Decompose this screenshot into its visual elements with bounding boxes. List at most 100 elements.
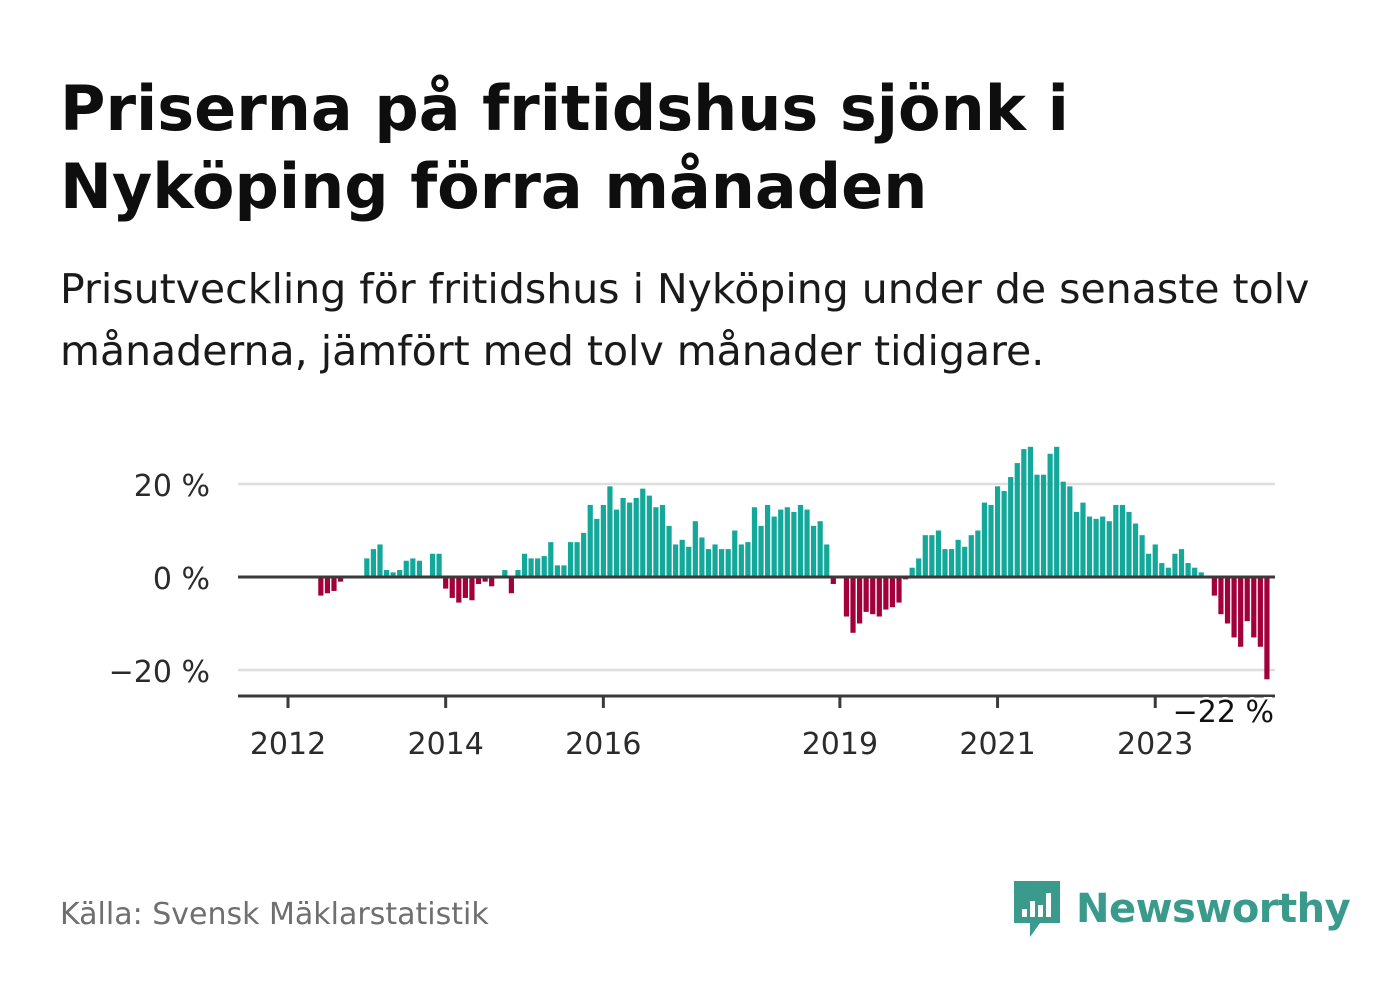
bar	[633, 497, 639, 577]
bar	[613, 509, 620, 577]
bar	[640, 488, 646, 577]
x-tick-label: 2016	[565, 727, 641, 762]
bar	[968, 535, 974, 577]
bar	[889, 577, 896, 608]
bar	[975, 530, 981, 577]
bar	[515, 570, 521, 577]
bar	[1132, 523, 1139, 577]
bar	[1040, 474, 1047, 577]
bar	[318, 577, 324, 596]
bar	[811, 525, 817, 577]
chart-title: Priserna på fritidshus sjönk i Nyköping …	[60, 72, 1069, 223]
bar	[607, 486, 613, 577]
bar	[390, 572, 396, 577]
bar	[765, 504, 771, 577]
bar	[627, 502, 633, 577]
bar	[1257, 577, 1263, 647]
bar	[1152, 544, 1158, 577]
bar	[830, 577, 836, 584]
bar	[1159, 563, 1165, 577]
bar	[1192, 567, 1198, 577]
bar	[673, 544, 679, 577]
bar	[817, 521, 823, 577]
bar	[948, 549, 955, 577]
bar	[719, 549, 725, 577]
bar	[679, 539, 685, 577]
bar	[436, 553, 442, 577]
bar	[1073, 511, 1079, 577]
bar	[738, 544, 744, 577]
bar	[1218, 577, 1224, 615]
x-tick-label: 2023	[1117, 727, 1193, 762]
bar	[1080, 502, 1086, 577]
bar	[1146, 553, 1152, 577]
bar	[784, 507, 790, 577]
bar	[1001, 490, 1007, 577]
y-tick-label: −20 %	[109, 655, 210, 690]
bar	[574, 542, 580, 577]
bar	[1060, 481, 1066, 577]
bar	[1139, 535, 1145, 577]
bar	[922, 535, 928, 577]
chart-subtitle: Prisutveckling för fritidshus i Nyköping…	[60, 265, 1310, 375]
bar	[1086, 516, 1093, 577]
bar	[1027, 446, 1034, 577]
x-tick-label: 2021	[959, 727, 1035, 762]
bar	[370, 549, 377, 577]
bar	[758, 525, 764, 577]
bar	[988, 504, 994, 577]
bar	[462, 577, 468, 598]
bar	[843, 577, 850, 617]
newsworthy-logo-icon	[1014, 881, 1060, 937]
brand-logo[interactable]: Newsworthy	[1012, 878, 1351, 940]
bar	[475, 577, 482, 584]
bar	[1126, 511, 1132, 577]
x-tick-label: 2014	[408, 727, 484, 762]
bar	[981, 502, 988, 577]
bar	[469, 577, 475, 601]
bar	[797, 504, 804, 577]
bar	[502, 570, 508, 577]
bar	[1054, 446, 1060, 577]
bar	[567, 542, 574, 577]
bar	[712, 544, 718, 577]
bar	[751, 507, 758, 577]
bar	[1185, 563, 1191, 577]
bar	[337, 577, 344, 582]
bar	[1165, 567, 1171, 577]
bar	[732, 530, 738, 577]
bar	[449, 577, 455, 598]
bar	[535, 558, 541, 577]
bar	[863, 577, 869, 612]
bar	[1113, 504, 1119, 577]
bar	[962, 546, 968, 577]
bar	[1178, 549, 1185, 577]
bar	[1106, 521, 1112, 577]
bar	[705, 549, 712, 577]
bar	[994, 486, 1001, 577]
bar	[561, 565, 567, 577]
bar	[666, 525, 672, 577]
bar	[397, 570, 403, 577]
bar	[521, 553, 528, 577]
bar	[554, 565, 560, 577]
bar	[646, 495, 652, 577]
bar	[331, 577, 337, 591]
bar	[791, 511, 797, 577]
y-tick-label: 0 %	[153, 562, 210, 597]
bar	[1047, 453, 1053, 577]
bar	[804, 509, 810, 577]
bar	[686, 546, 692, 577]
bar	[771, 516, 777, 577]
bar	[1172, 553, 1178, 577]
bar	[443, 577, 449, 589]
bar	[942, 549, 948, 577]
bar	[725, 549, 731, 577]
bar	[528, 558, 534, 577]
x-tick-label: 2019	[802, 727, 878, 762]
bar	[856, 577, 863, 624]
bar	[410, 558, 416, 577]
bar	[1211, 577, 1217, 596]
bar	[876, 577, 882, 617]
x-tick-label: 2012	[250, 727, 326, 762]
